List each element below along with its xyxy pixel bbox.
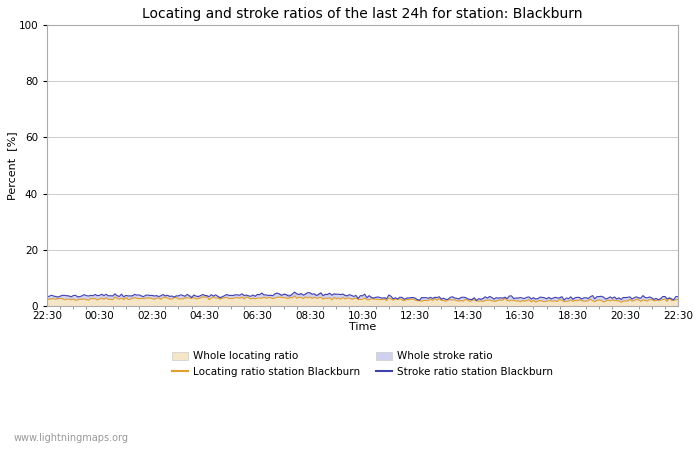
Text: www.lightningmaps.org: www.lightningmaps.org [14, 433, 129, 443]
Y-axis label: Percent  [%]: Percent [%] [7, 131, 17, 200]
Title: Locating and stroke ratios of the last 24h for station: Blackburn: Locating and stroke ratios of the last 2… [142, 7, 583, 21]
Legend: Whole locating ratio, Locating ratio station Blackburn, Whole stroke ratio, Stro: Whole locating ratio, Locating ratio sta… [169, 348, 556, 380]
X-axis label: Time: Time [349, 323, 376, 333]
